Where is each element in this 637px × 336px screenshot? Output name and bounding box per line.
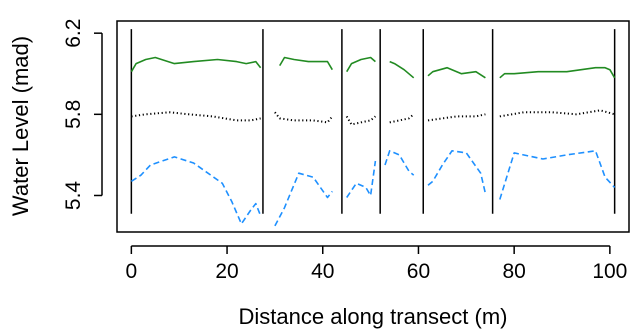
y-tick-label-1: 5.8 [62, 100, 85, 129]
x-tick-label-4: 80 [502, 260, 525, 283]
series-dashed-segment-0 [130, 156, 262, 225]
series-dashed-segment-1 [274, 172, 333, 227]
series-solid-segment-5 [499, 66, 616, 79]
series-dotted-segment-3 [389, 113, 415, 124]
series-solid-segment-0 [130, 56, 262, 73]
x-tick-label-2: 40 [311, 260, 334, 283]
y-axis-title: Water Level (mad) [8, 36, 33, 216]
y-axis: 5.4 5.8 6.2 [62, 19, 103, 211]
series-dotted-line [131, 109, 615, 126]
x-tick-label-0: 0 [126, 260, 138, 283]
series-dashed-segment-5 [499, 150, 616, 200]
x-tick-label-1: 20 [215, 260, 238, 283]
series-dotted-segment-1 [274, 111, 334, 124]
x-axis: 0 20 40 60 80 100 [126, 245, 627, 283]
series-dashed-line [130, 150, 616, 227]
series-solid-segment-1 [279, 56, 333, 71]
series-layer [130, 56, 616, 227]
series-dotted-segment-5 [499, 109, 615, 118]
series-dashed-segment-2 [346, 160, 377, 198]
x-tick-label-5: 100 [592, 260, 627, 283]
series-solid-segment-4 [427, 66, 486, 79]
x-axis-title: Distance along transect (m) [239, 304, 508, 329]
series-dashed-segment-3 [384, 150, 415, 176]
y-tick-label-0: 5.4 [62, 181, 85, 211]
series-solid-line [130, 56, 616, 79]
series-dotted-segment-4 [427, 113, 486, 122]
series-dotted-segment-2 [345, 115, 377, 126]
series-solid-segment-2 [346, 56, 376, 73]
series-dashed-segment-4 [427, 150, 487, 194]
series-dotted-segment-0 [131, 111, 261, 122]
y-tick-label-2: 6.2 [62, 19, 85, 48]
series-solid-segment-3 [389, 60, 415, 79]
segment-dividers [130, 29, 616, 214]
plot-area-frame [116, 20, 630, 233]
x-tick-label-3: 60 [407, 260, 430, 283]
